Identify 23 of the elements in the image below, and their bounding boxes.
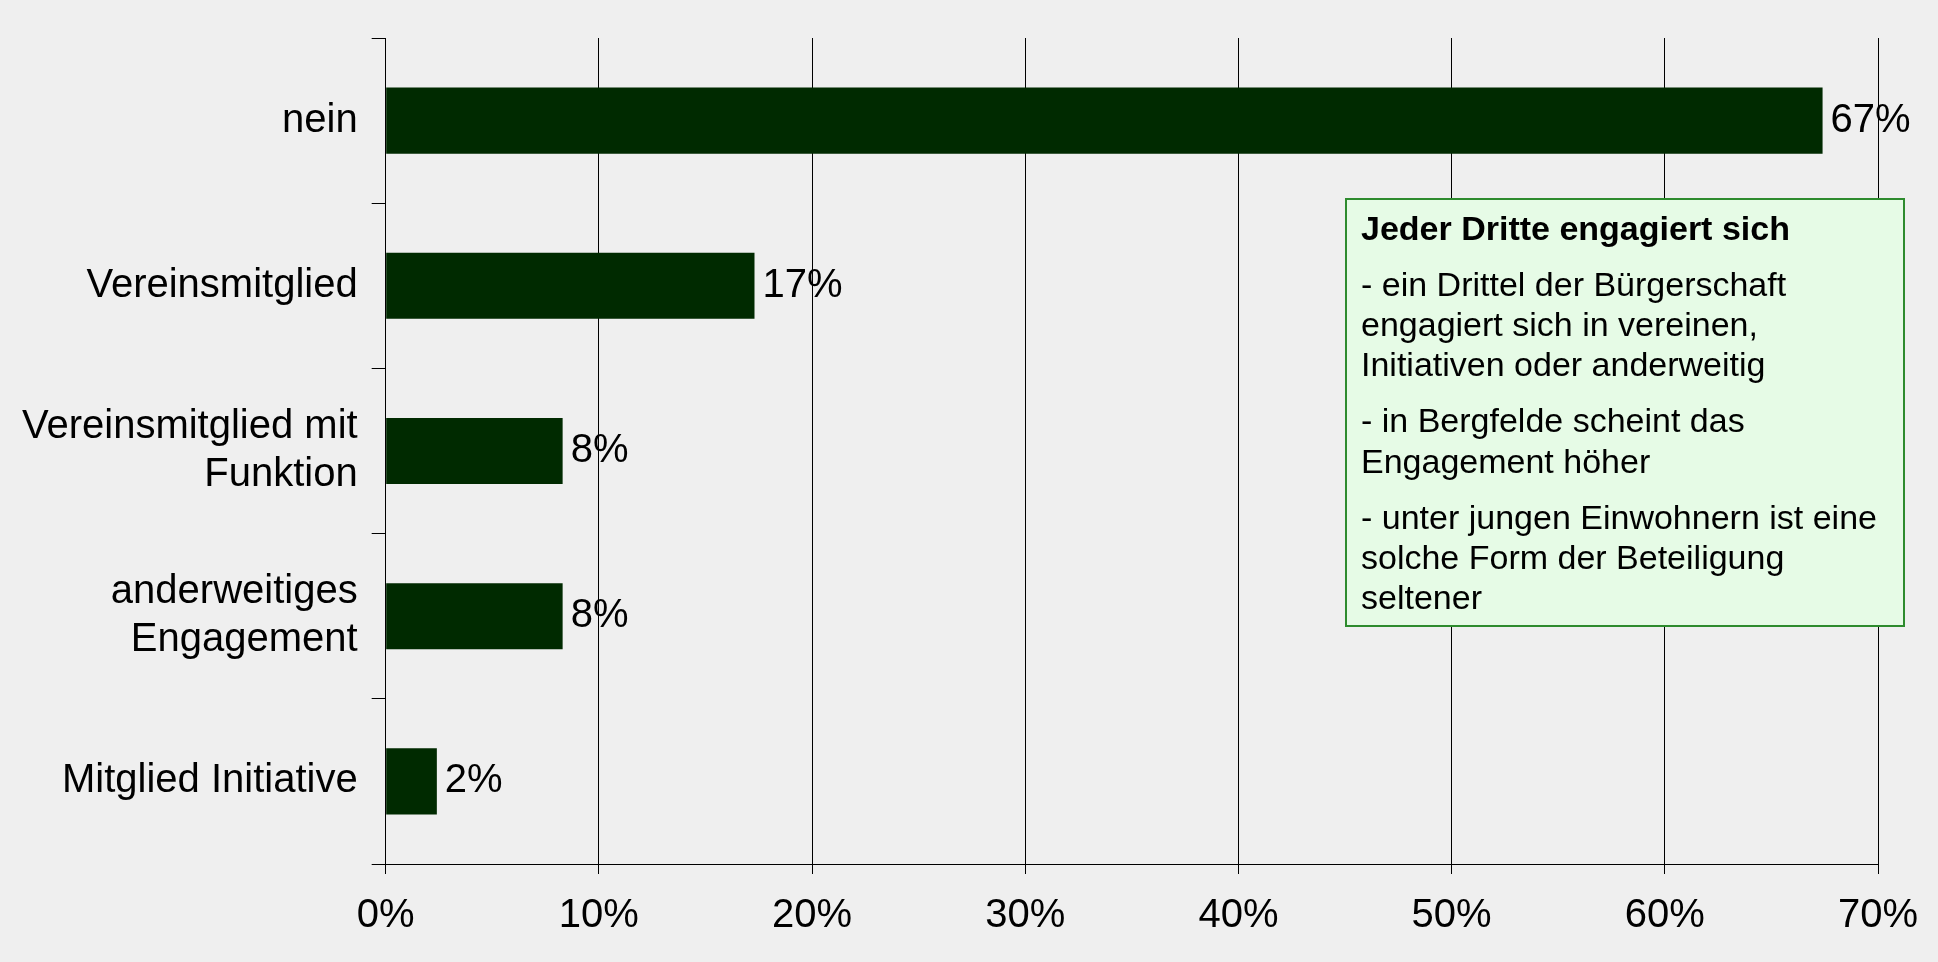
annotation: - ein Drittel der Bürgerschaft engagiert sich in vereinen, Initiativen oder anderweitig bbox=[1361, 264, 1788, 385]
bar bbox=[386, 748, 437, 815]
annotation: Jeder Dritte engagiert sich bbox=[1361, 208, 1791, 249]
x-tick-label: 20% bbox=[772, 891, 853, 936]
x-tick-label: 50% bbox=[1411, 891, 1492, 936]
x-tick-label: 10% bbox=[558, 891, 639, 936]
y-tick-label: anderweitiges Engagement bbox=[110, 567, 358, 660]
x-tick-label: 70% bbox=[1837, 891, 1919, 936]
x-tick-label: 0% bbox=[356, 891, 415, 936]
bar bbox=[386, 252, 755, 319]
y-tick-label: Vereinsmitglied bbox=[86, 260, 358, 305]
y-tick-label: Mitglied Initiative bbox=[62, 756, 358, 801]
y-tick-label: Vereinsmitglied mit Funktion bbox=[22, 402, 358, 495]
x-tick-label: 40% bbox=[1198, 891, 1279, 936]
data-label: 2% bbox=[444, 756, 503, 801]
y-tick-label: nein bbox=[282, 95, 358, 140]
x-tick-label: 60% bbox=[1624, 891, 1705, 936]
bar bbox=[386, 583, 563, 650]
annotation: - in Bergfelde scheint das Engagement höher bbox=[1361, 400, 1746, 481]
x-tick-label: 30% bbox=[985, 891, 1066, 936]
bar bbox=[386, 87, 1823, 154]
bar bbox=[386, 417, 563, 485]
annotation: - unter jungen Einwohnern ist eine solche Form der Beteiligung seltener bbox=[1361, 496, 1878, 617]
